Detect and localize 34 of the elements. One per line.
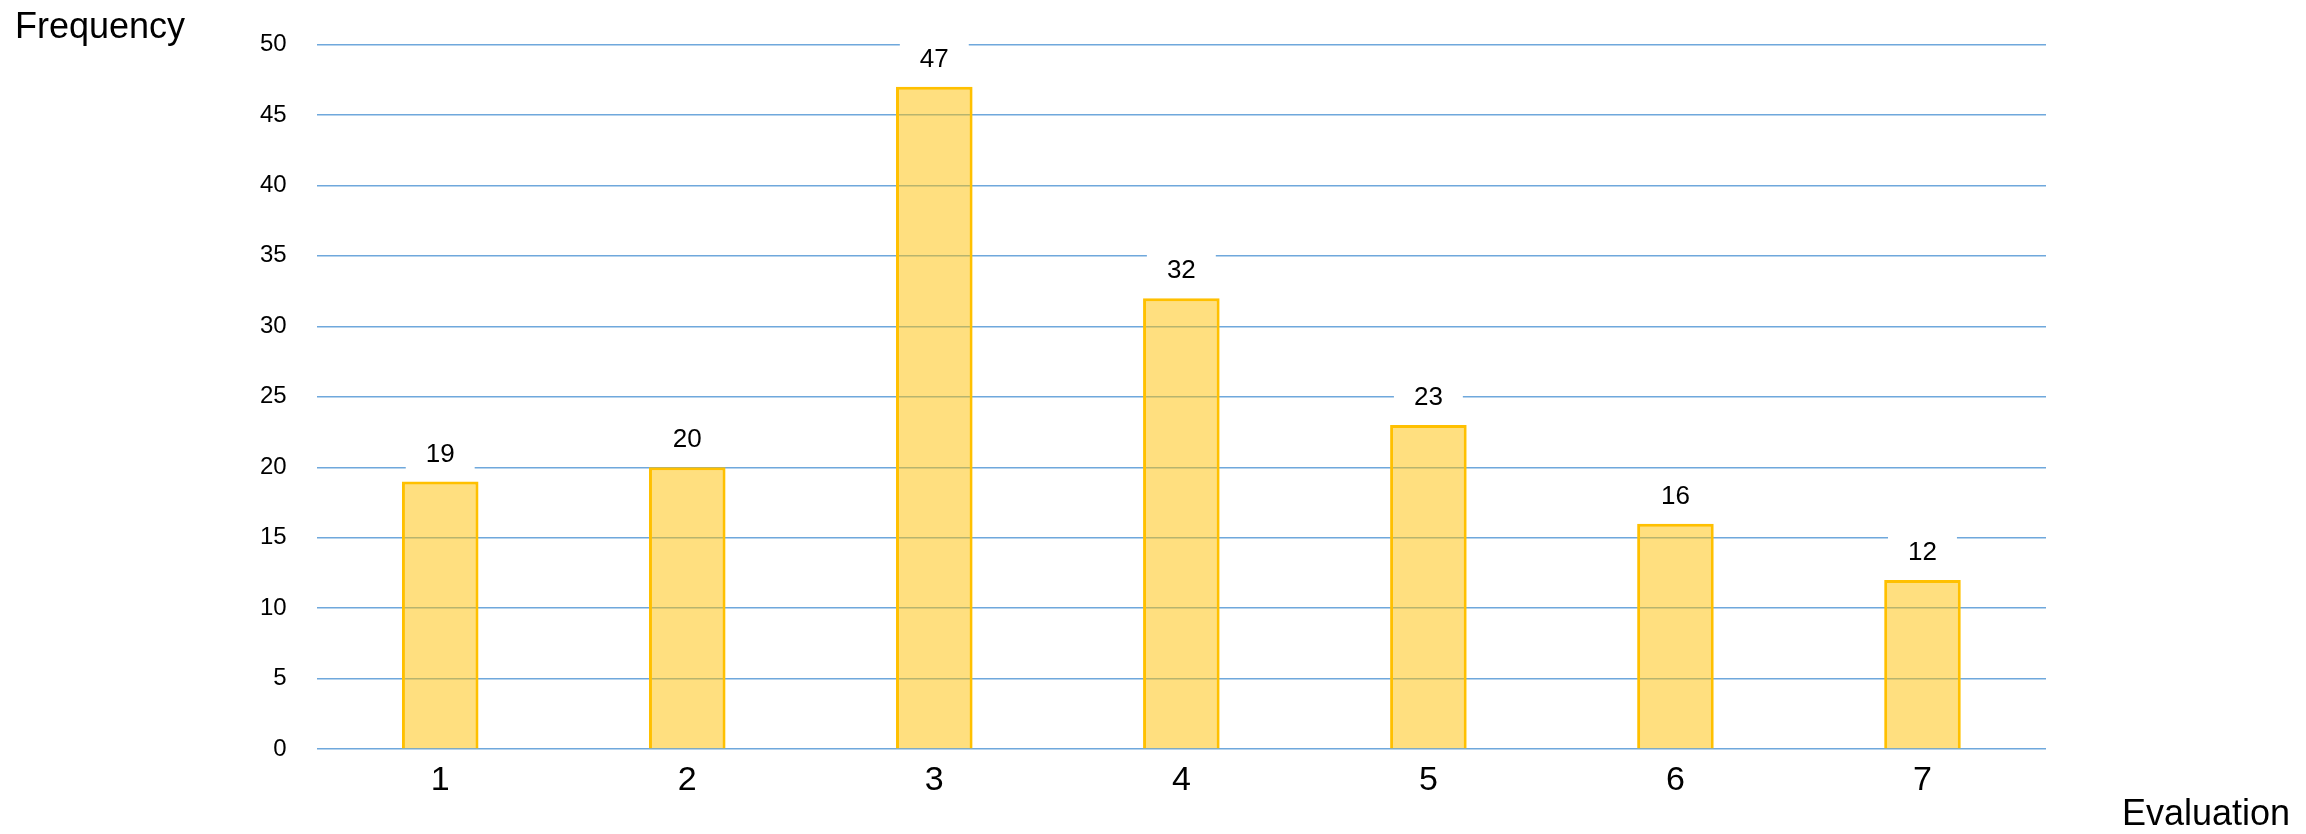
bar <box>648 467 726 749</box>
y-tick-label: 15 <box>259 522 287 550</box>
x-tick-label: 7 <box>1913 758 1932 797</box>
data-label: 32 <box>1166 254 1196 285</box>
bar <box>1884 580 1961 749</box>
x-tick-label: 2 <box>677 758 697 797</box>
x-axis-title: Evaluation <box>2121 791 2290 833</box>
data-label: 23 <box>1413 381 1443 412</box>
bar <box>896 86 973 749</box>
y-tick-label: 20 <box>259 451 287 479</box>
y-tick-label: 35 <box>259 240 287 268</box>
y-tick-label: 5 <box>273 663 287 691</box>
bar <box>1637 523 1714 749</box>
data-label: 20 <box>672 423 702 454</box>
bar <box>401 481 479 749</box>
x-tick-label: 3 <box>924 758 944 797</box>
y-tick-label: 25 <box>259 381 287 409</box>
bar <box>1143 298 1220 749</box>
data-label: 47 <box>919 42 949 73</box>
y-axis-title: Frequency <box>15 4 186 46</box>
bar <box>1390 424 1467 749</box>
y-tick-label: 40 <box>259 169 287 197</box>
x-tick-label: 5 <box>1418 758 1438 797</box>
x-tick-label: 1 <box>430 758 450 797</box>
y-tick-label: 50 <box>259 29 287 57</box>
y-tick-label: 0 <box>273 733 287 761</box>
x-tick-label: 6 <box>1665 758 1685 797</box>
y-tick-label: 30 <box>259 310 287 338</box>
data-label: 12 <box>1908 536 1937 567</box>
x-tick-label: 4 <box>1171 758 1191 797</box>
data-label: 16 <box>1660 479 1690 510</box>
data-label: 19 <box>425 437 455 468</box>
y-tick-label: 10 <box>259 592 287 620</box>
y-tick-label: 45 <box>259 99 287 127</box>
